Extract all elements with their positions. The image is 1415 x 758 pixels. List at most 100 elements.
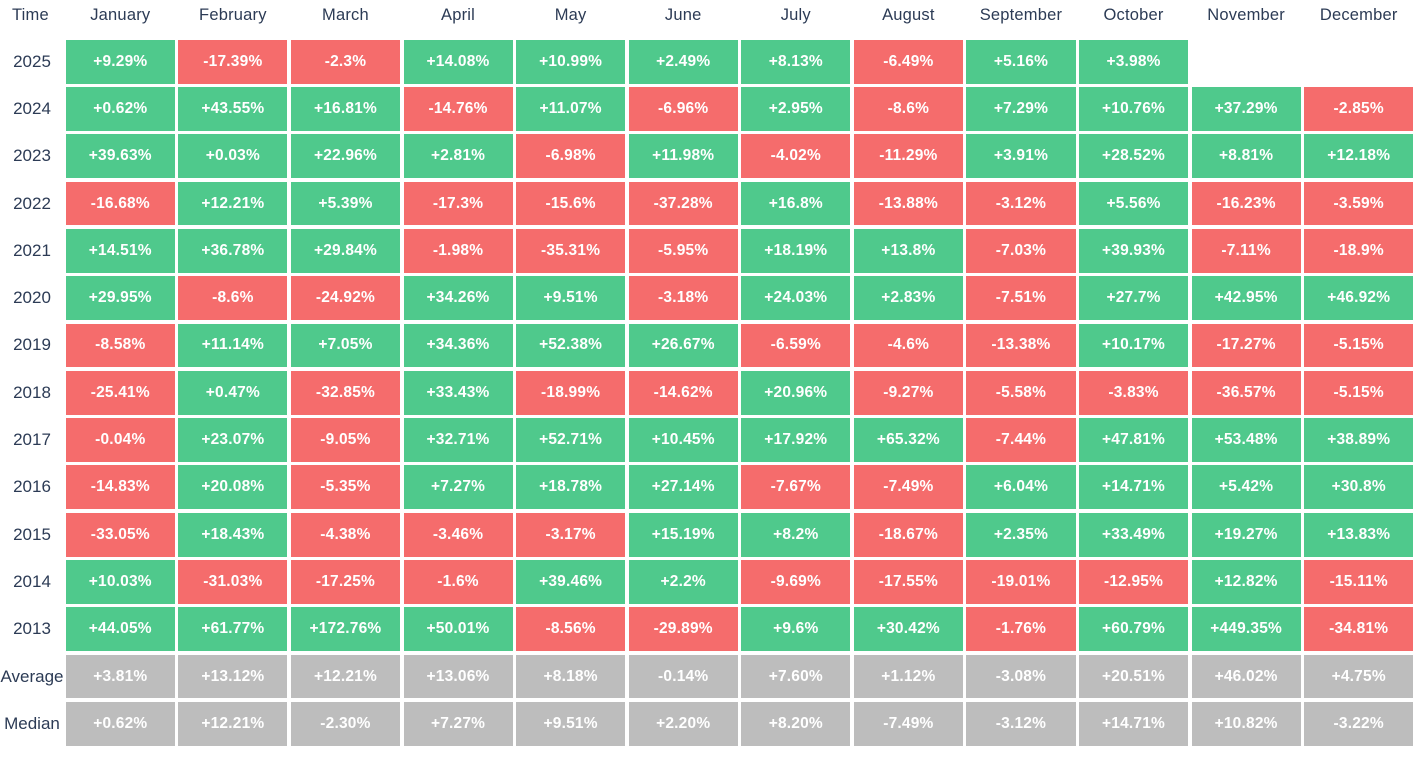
return-cell: +52.71% bbox=[514, 416, 627, 463]
return-cell-value: -6.59% bbox=[741, 323, 851, 368]
return-cell-value: -14.83% bbox=[65, 465, 175, 510]
return-cell-value: -5.15% bbox=[1304, 323, 1414, 368]
return-cell-value: -5.95% bbox=[628, 228, 738, 273]
return-cell-value: +8.81% bbox=[1191, 134, 1301, 179]
return-cell: -8.6% bbox=[852, 85, 965, 132]
return-cell: +5.42% bbox=[1190, 464, 1303, 511]
return-cell: -8.6% bbox=[177, 274, 290, 321]
return-cell: -3.46% bbox=[402, 511, 515, 558]
return-cell: +2.20% bbox=[627, 700, 740, 747]
return-cell-value: +7.60% bbox=[741, 654, 851, 699]
return-cell-value: +13.8% bbox=[853, 228, 963, 273]
return-cell: +7.27% bbox=[402, 464, 515, 511]
return-cell-value: +6.04% bbox=[966, 465, 1076, 510]
return-cell: +5.39% bbox=[289, 180, 402, 227]
return-cell-value: +10.17% bbox=[1079, 323, 1189, 368]
return-cell: +18.19% bbox=[740, 227, 853, 274]
return-cell-value: +50.01% bbox=[403, 607, 513, 652]
return-cell-value: -1.98% bbox=[403, 228, 513, 273]
return-cell-value: +12.82% bbox=[1191, 560, 1301, 604]
return-cell: +8.2% bbox=[740, 511, 853, 558]
return-cell: +9.6% bbox=[740, 606, 853, 653]
return-cell: +60.79% bbox=[1077, 606, 1190, 653]
return-cell: -34.81% bbox=[1302, 606, 1415, 653]
return-cell-value: +2.83% bbox=[853, 276, 963, 321]
row-label-2020: 2020 bbox=[13, 288, 51, 308]
time-column-header: Time bbox=[12, 6, 49, 24]
return-cell: -0.04% bbox=[64, 416, 177, 463]
return-cell-value: -16.23% bbox=[1191, 181, 1301, 226]
month-header-october: October bbox=[1103, 6, 1164, 24]
return-cell-value: -14.76% bbox=[403, 87, 513, 131]
return-cell: -33.05% bbox=[64, 511, 177, 558]
return-cell-value: -17.55% bbox=[853, 560, 963, 604]
return-cell: +33.49% bbox=[1077, 511, 1190, 558]
return-cell-value: +12.21% bbox=[178, 701, 288, 746]
return-cell: +2.49% bbox=[627, 38, 740, 85]
return-cell: +39.63% bbox=[64, 133, 177, 180]
return-cell: -2.30% bbox=[289, 700, 402, 747]
return-cell: +10.03% bbox=[64, 558, 177, 605]
return-cell-value: -9.69% bbox=[741, 560, 851, 604]
return-cell: +39.46% bbox=[514, 558, 627, 605]
return-cell: +12.21% bbox=[177, 180, 290, 227]
return-cell-value: -16.68% bbox=[65, 181, 175, 226]
return-cell-value: +36.78% bbox=[178, 228, 288, 273]
return-cell: -17.3% bbox=[402, 180, 515, 227]
return-cell: -7.11% bbox=[1190, 227, 1303, 274]
return-cell-value: +7.29% bbox=[966, 87, 1076, 131]
return-cell-value: +29.95% bbox=[65, 276, 175, 321]
return-cell: +61.77% bbox=[177, 606, 290, 653]
row-label-2025: 2025 bbox=[13, 51, 51, 71]
return-cell-value: +0.47% bbox=[178, 370, 288, 415]
return-cell: -7.44% bbox=[965, 416, 1078, 463]
return-cell-value: +1.12% bbox=[853, 654, 963, 699]
return-cell: +13.12% bbox=[177, 653, 290, 700]
return-cell-value: +14.71% bbox=[1079, 701, 1189, 746]
return-cell-value: -3.46% bbox=[403, 512, 513, 557]
return-cell-value: -15.6% bbox=[516, 181, 626, 226]
return-cell-value: +11.98% bbox=[628, 134, 738, 179]
return-cell: +44.05% bbox=[64, 606, 177, 653]
return-cell: +0.03% bbox=[177, 133, 290, 180]
return-cell: -5.15% bbox=[1302, 369, 1415, 416]
return-cell: +10.45% bbox=[627, 416, 740, 463]
return-cell: -4.38% bbox=[289, 511, 402, 558]
return-cell-value: -3.08% bbox=[966, 654, 1076, 699]
return-cell: +17.92% bbox=[740, 416, 853, 463]
return-cell-value: +2.20% bbox=[628, 701, 738, 746]
return-cell: -18.9% bbox=[1302, 227, 1415, 274]
return-cell: +13.06% bbox=[402, 653, 515, 700]
return-cell: +18.78% bbox=[514, 464, 627, 511]
return-cell: +13.8% bbox=[852, 227, 965, 274]
return-cell-value: -3.12% bbox=[966, 181, 1076, 226]
return-cell-value: -3.17% bbox=[516, 512, 626, 557]
return-cell-value: +10.99% bbox=[516, 39, 626, 84]
return-cell: +42.95% bbox=[1190, 274, 1303, 321]
return-cell: +8.20% bbox=[740, 700, 853, 747]
return-cell-value: +18.19% bbox=[741, 228, 851, 273]
return-cell-value: +10.03% bbox=[65, 560, 175, 604]
return-cell: +9.51% bbox=[514, 274, 627, 321]
return-cell: +52.38% bbox=[514, 322, 627, 369]
return-cell: -17.55% bbox=[852, 558, 965, 605]
return-cell: +7.60% bbox=[740, 653, 853, 700]
row-label-2021: 2021 bbox=[13, 240, 51, 260]
row-label-2023: 2023 bbox=[13, 146, 51, 166]
return-cell-value: -7.44% bbox=[966, 418, 1076, 462]
return-cell-value: -6.96% bbox=[628, 87, 738, 131]
return-cell-value: +9.6% bbox=[741, 607, 851, 652]
return-cell: -24.92% bbox=[289, 274, 402, 321]
return-cell: -3.08% bbox=[965, 653, 1078, 700]
return-cell: +24.03% bbox=[740, 274, 853, 321]
return-cell-value: +11.07% bbox=[516, 87, 626, 131]
return-cell-value: +5.39% bbox=[290, 181, 400, 226]
return-cell-value: +42.95% bbox=[1191, 276, 1301, 321]
row-label-2024: 2024 bbox=[13, 98, 51, 118]
return-cell-value: +9.51% bbox=[516, 701, 626, 746]
return-cell-value: +0.03% bbox=[178, 134, 288, 179]
return-cell: +26.67% bbox=[627, 322, 740, 369]
return-cell-value: -24.92% bbox=[290, 276, 400, 321]
return-cell-value: -2.85% bbox=[1304, 87, 1414, 131]
return-cell-value: -12.95% bbox=[1079, 560, 1189, 604]
